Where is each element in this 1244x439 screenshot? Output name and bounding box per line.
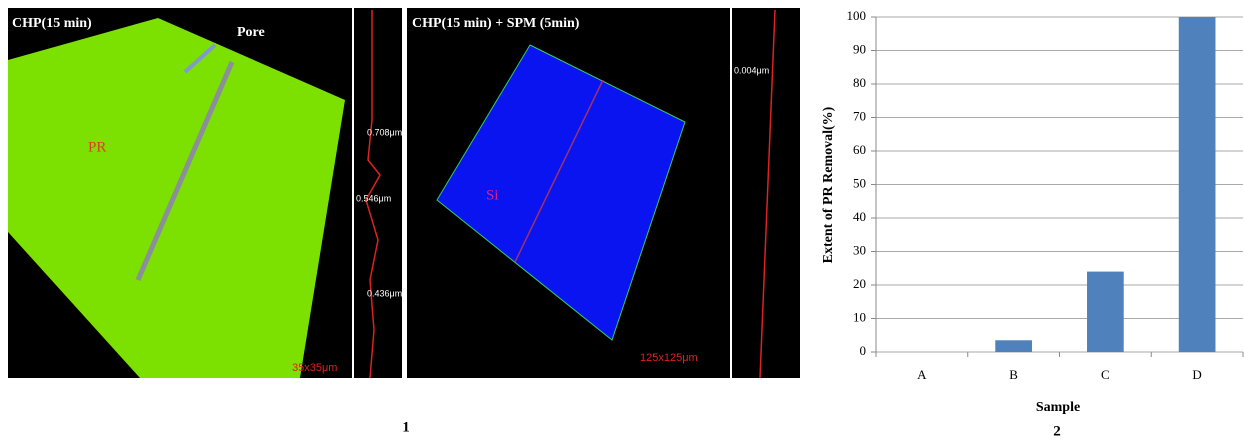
y-tick-label: 0: [860, 343, 867, 358]
y-tick-label: 80: [853, 75, 866, 90]
height-label: 0.546μm: [356, 193, 391, 203]
x-tick-label: D: [1192, 367, 1201, 382]
y-tick-label: 60: [853, 142, 866, 157]
y-tick-label: 100: [847, 8, 867, 23]
x-tick-label: C: [1101, 367, 1110, 382]
y-tick-label: 20: [853, 276, 866, 291]
y-tick-label: 40: [853, 209, 866, 224]
y-tick-label: 90: [853, 41, 866, 56]
height-label: 0.436μm: [367, 288, 402, 298]
x-axis-label: Sample: [1036, 400, 1080, 415]
scale-label: 35x35μm: [292, 362, 337, 374]
label: Si: [486, 187, 499, 203]
y-tick-label: 30: [853, 242, 866, 257]
height-label: 0.708μm: [367, 127, 402, 137]
label: PR: [88, 139, 106, 155]
profile-right: [732, 8, 800, 378]
label: Pore: [237, 25, 265, 40]
image-title: CHP(15 min) + SPM (5min): [412, 16, 580, 31]
y-tick-label: 10: [853, 309, 866, 324]
scale-label: 125x125μm: [640, 352, 698, 364]
image-title: CHP(15 min): [12, 16, 92, 31]
bar: [1179, 17, 1216, 352]
height-label: 0.004μm: [734, 65, 769, 75]
bar: [1087, 272, 1124, 352]
x-tick-label: A: [917, 367, 927, 382]
figure: CHP(15 min) Pore PR 35x35μm 0.708μm 0.54…: [0, 0, 1244, 439]
y-axis-label: Extent of PR Removal(%): [821, 106, 836, 263]
bar: [995, 340, 1032, 352]
panel-label: 2: [1053, 423, 1061, 439]
y-tick-label: 50: [853, 175, 866, 190]
panel-label: 1: [402, 419, 410, 435]
y-tick-label: 70: [853, 108, 866, 123]
x-tick-label: B: [1009, 367, 1018, 382]
